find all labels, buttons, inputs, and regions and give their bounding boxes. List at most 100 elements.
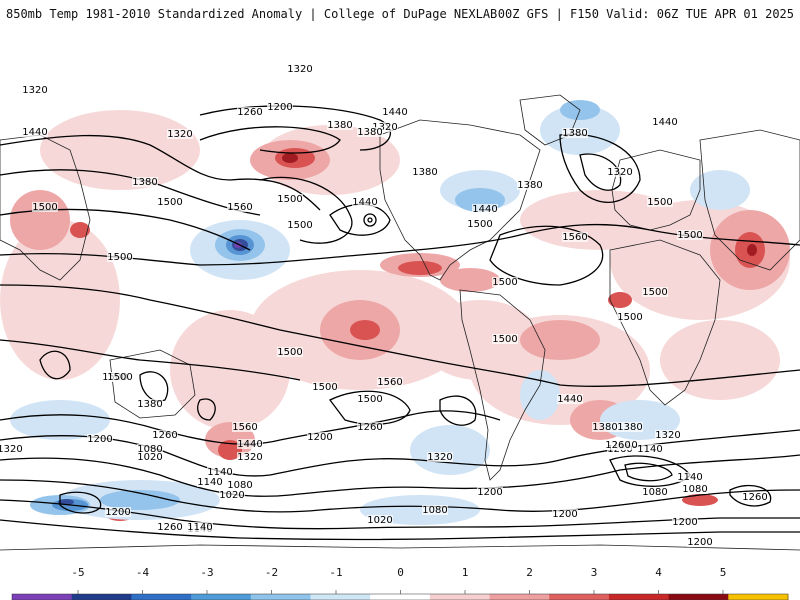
contour-label: 1380 [517, 180, 542, 191]
colorbar-segment [608, 594, 670, 600]
contour-label: 1500 [647, 197, 672, 208]
contour-label: 1320 [427, 452, 452, 463]
contour-label-bg [467, 219, 493, 229]
contour-label: 1500 [467, 219, 492, 230]
contour-label-bg [152, 430, 178, 440]
contour-label-bg [677, 230, 703, 240]
colorbar-segment [310, 594, 371, 600]
contour-label: 1200 [477, 487, 502, 498]
contour-label: 1080 [642, 487, 667, 498]
colorbar-label: 5 [719, 566, 727, 579]
contour-label-bg [167, 129, 193, 139]
colorbar-label: 1 [461, 566, 469, 579]
contour-label-bg [287, 220, 313, 230]
contour-label: 1500 [287, 220, 312, 231]
contour-label: 1200 [87, 434, 112, 445]
colorbar-segment [549, 594, 610, 600]
contour-label: 1260 [357, 422, 382, 433]
colorbar-segment [250, 594, 311, 600]
contour-label-bg [312, 382, 338, 392]
contour-label-bg [237, 439, 263, 449]
contour-label-bg [352, 197, 378, 207]
contour-label: 1500 [492, 277, 517, 288]
colorbar-segment [668, 594, 729, 600]
contour-label-bg [357, 394, 383, 404]
contour-label: 1440 [382, 107, 407, 118]
contour-label-bg [277, 347, 303, 357]
contour-label: 1380 [617, 422, 642, 433]
map-title: 850mb Temp 1981-2010 Standardized Anomal… [6, 7, 498, 21]
contour-label-bg [592, 422, 618, 432]
contour-label-bg [132, 177, 158, 187]
contour-labels: 1320 1320 1200 1260 1440 1320 1380 1320 1380 1440… [0, 64, 768, 548]
contour-label: 1200 [672, 517, 697, 528]
contour-label: 1560 [377, 377, 402, 388]
contour-label: 1560 [562, 232, 587, 243]
contour-label: 1320 [237, 452, 262, 463]
contour-label-bg [412, 167, 438, 177]
contour-label-bg [742, 492, 768, 502]
contour-label-bg [207, 467, 233, 477]
contour-label: 1500 [32, 202, 57, 213]
contour-label-bg [237, 452, 263, 462]
contour-label: 1500 [157, 197, 182, 208]
contour-label-bg [477, 487, 503, 497]
contour-label: 1080 [227, 480, 252, 491]
contour-label-bg [87, 434, 113, 444]
contour-label: 1260 [152, 430, 177, 441]
contour-label: 1440 [237, 439, 262, 450]
contour-label: 1440 [22, 127, 47, 138]
contour-label: 1080 [682, 484, 707, 495]
contour-label: 1260 [742, 492, 767, 503]
colorbar-segment [370, 594, 431, 600]
contour-label: 1260 [157, 522, 182, 533]
contour-label: 1500 [107, 252, 132, 263]
header: 850mb Temp 1981-2010 Standardized Anomal… [0, 0, 800, 32]
contour-label: 1560 [227, 202, 252, 213]
colorbar-outline [11, 593, 789, 600]
contour-label: 1500 [107, 372, 132, 383]
contour-label-bg [327, 120, 353, 130]
contour-label: 1560 [232, 422, 257, 433]
contour-label-bg [227, 202, 253, 212]
contour-label: 1080 [137, 444, 162, 455]
contour-label-bg [672, 517, 698, 527]
colorbar-segment [489, 594, 550, 600]
contour-label: 1500 [357, 394, 382, 405]
contour-label: 1320 [167, 129, 192, 140]
anomaly-map: 1320 1320 1200 1260 1440 1320 1380 1320 1380 1440… [0, 40, 800, 560]
contour-label: 1320 [372, 122, 397, 133]
contour-label: 1380 [327, 120, 352, 131]
contour-label-bg [642, 487, 668, 497]
contour-label-bg [517, 180, 543, 190]
contour-label-bg [607, 167, 633, 177]
contour-label-bg [492, 334, 518, 344]
contour-label-bg [197, 477, 223, 487]
contour-label-bg [427, 452, 453, 462]
contour-label-bg [287, 64, 313, 74]
contour-label-bg [357, 127, 383, 137]
contour-label: 1140 [207, 467, 232, 478]
contour-label-bg [357, 422, 383, 432]
contour-label-bg [219, 490, 245, 500]
contour-label-bg [157, 522, 183, 532]
contour-label-bg [157, 197, 183, 207]
contour-label-bg [552, 509, 578, 519]
contour-label-bg [377, 377, 403, 387]
contour-label-bg [642, 287, 668, 297]
contour-label: 1380 [132, 177, 157, 188]
contour-label-bg [267, 102, 293, 112]
contour-label: 1020 [219, 490, 244, 501]
contour-label: 1140 [187, 522, 212, 533]
contour-label-bg [382, 107, 408, 117]
contour-label-bg [22, 85, 48, 95]
contour-label-bg [137, 444, 163, 454]
contour-label-bg [105, 507, 131, 517]
contour-label: 1020 [137, 452, 162, 463]
colorbar-label: -2 [264, 566, 279, 579]
contour-label: 1200 [105, 507, 130, 518]
contour-label: 1080 [422, 505, 447, 516]
contour-label: 1500 [277, 347, 302, 358]
colorbar-label: -3 [200, 566, 214, 579]
contour-label: 1260 [605, 440, 630, 451]
